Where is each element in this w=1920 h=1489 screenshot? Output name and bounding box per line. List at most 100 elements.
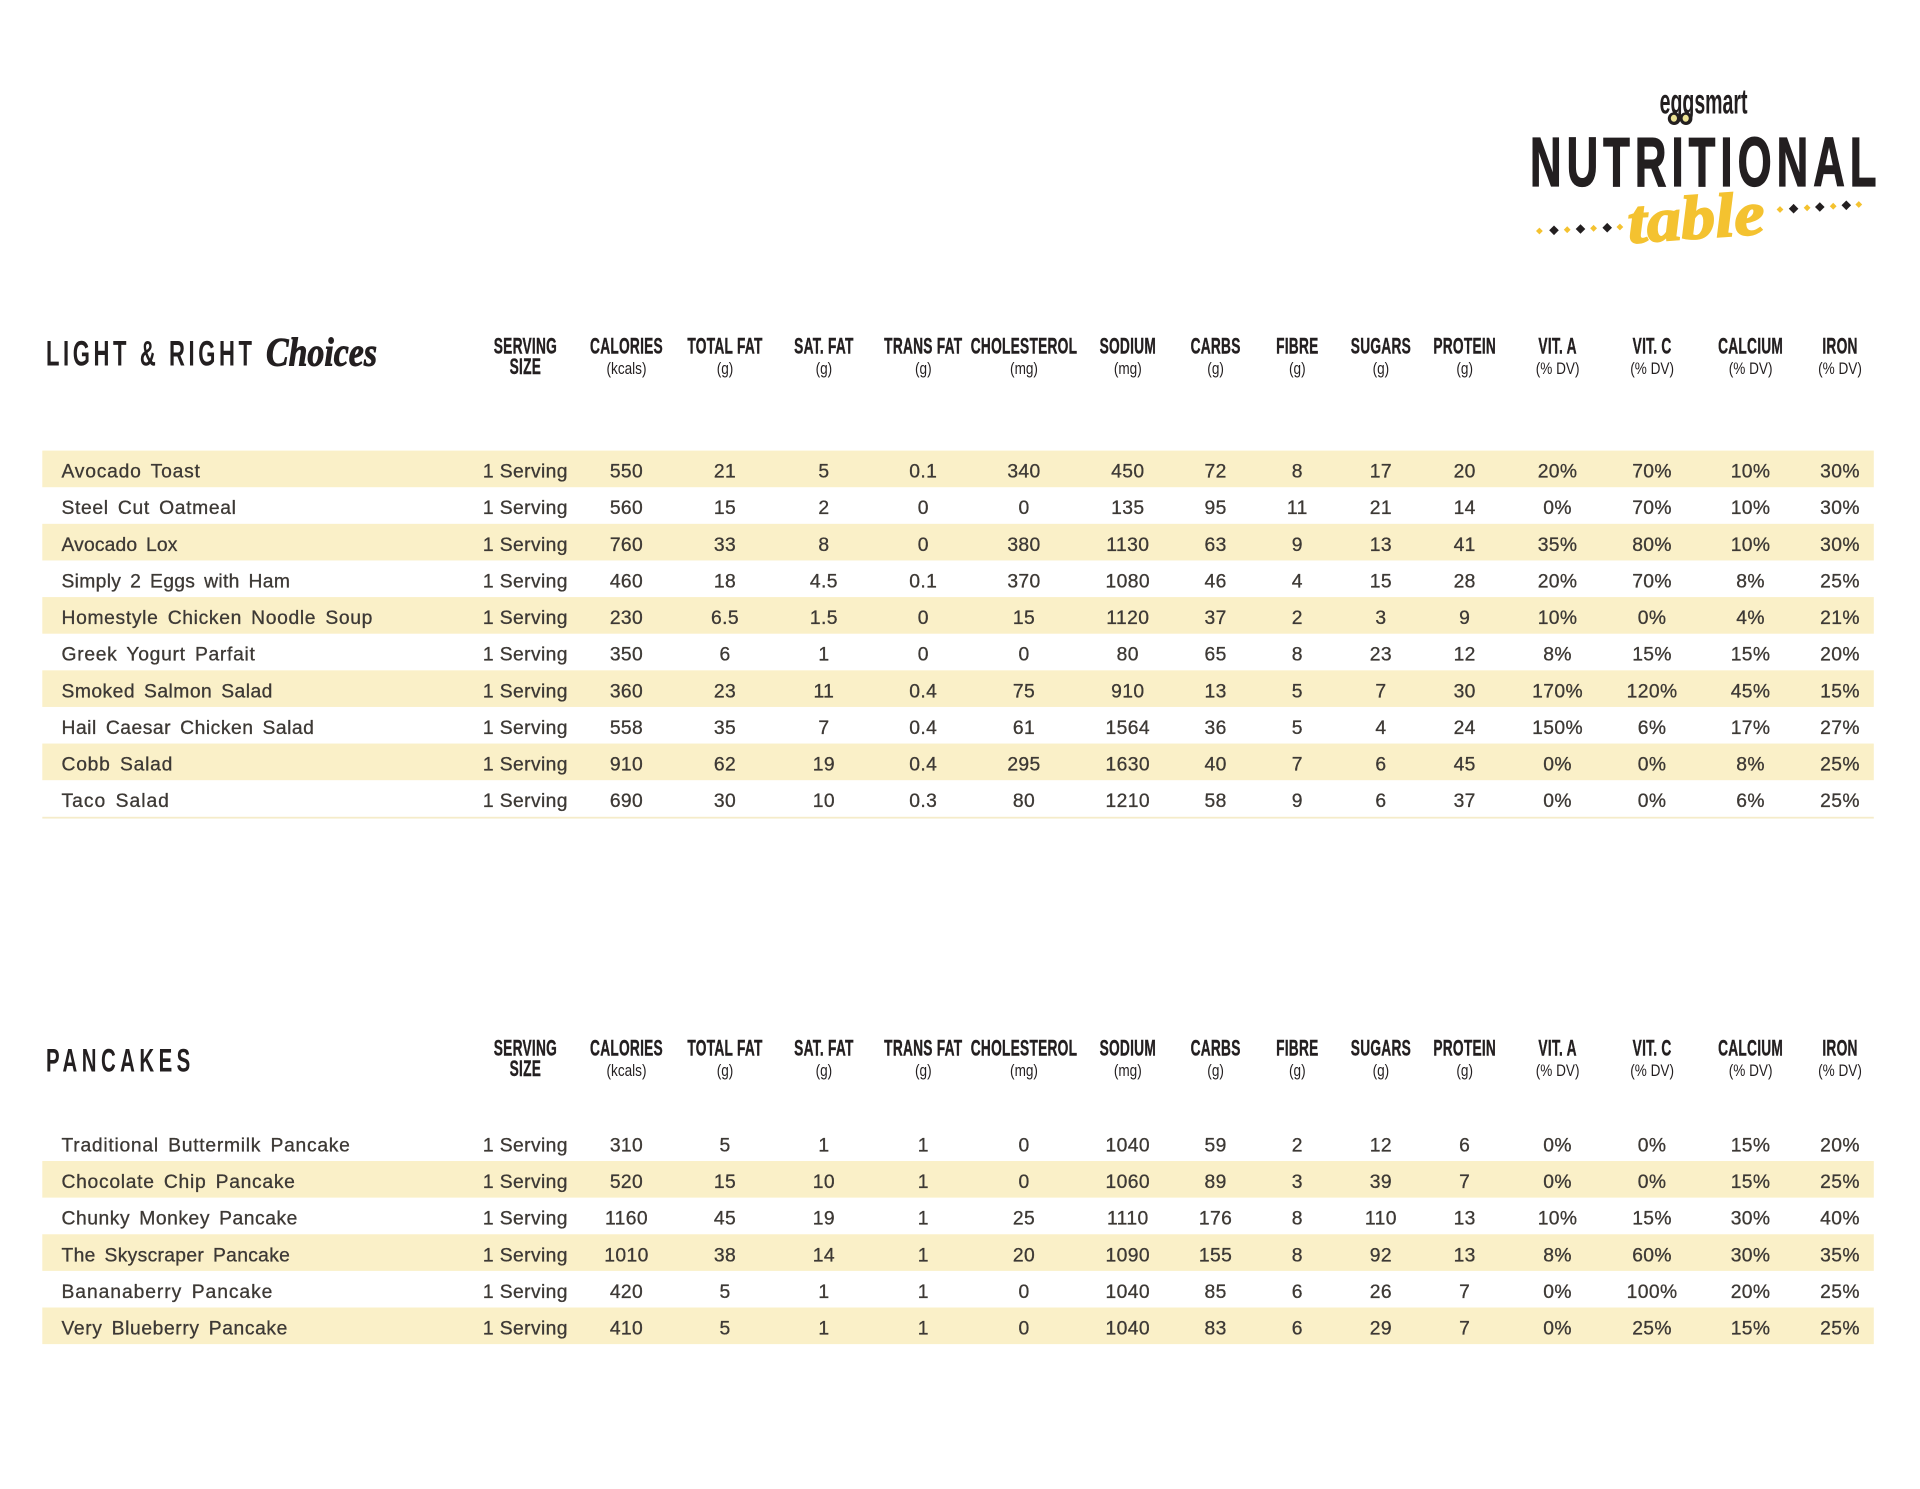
svg-text:0%: 0% xyxy=(1543,1282,1572,1303)
svg-text:0: 0 xyxy=(1018,1282,1029,1303)
svg-text:(kcals): (kcals) xyxy=(606,360,646,379)
svg-text:Avocado Toast: Avocado Toast xyxy=(62,462,201,483)
svg-text:(g): (g) xyxy=(915,360,932,379)
svg-text:8%: 8% xyxy=(1736,571,1765,592)
svg-text:15: 15 xyxy=(1370,571,1392,592)
svg-text:(mg): (mg) xyxy=(1114,1062,1142,1081)
svg-text:75: 75 xyxy=(1013,681,1035,702)
svg-text:910: 910 xyxy=(610,755,643,776)
svg-text:690: 690 xyxy=(610,791,643,812)
svg-text:VIT. A: VIT. A xyxy=(1538,334,1576,358)
svg-text:25%: 25% xyxy=(1820,1319,1860,1340)
svg-text:95: 95 xyxy=(1204,498,1226,519)
svg-text:1 Serving: 1 Serving xyxy=(483,718,568,739)
svg-text:0%: 0% xyxy=(1543,791,1572,812)
svg-text:Cobb Salad: Cobb Salad xyxy=(62,755,174,776)
svg-text:(mg): (mg) xyxy=(1010,360,1038,379)
svg-text:92: 92 xyxy=(1370,1245,1392,1266)
svg-text:23: 23 xyxy=(714,681,736,702)
svg-text:(% DV): (% DV) xyxy=(1818,360,1862,379)
svg-text:0: 0 xyxy=(1018,1319,1029,1340)
svg-text:7: 7 xyxy=(1292,755,1303,776)
svg-text:19: 19 xyxy=(813,1209,835,1230)
svg-text:0: 0 xyxy=(1018,1135,1029,1156)
svg-text:1210: 1210 xyxy=(1106,791,1151,812)
svg-text:23: 23 xyxy=(1370,645,1392,666)
svg-text:(% DV): (% DV) xyxy=(1729,360,1773,379)
svg-text:1 Serving: 1 Serving xyxy=(483,462,568,483)
svg-text:1040: 1040 xyxy=(1106,1319,1151,1340)
svg-text:6: 6 xyxy=(1292,1319,1303,1340)
svg-text:26: 26 xyxy=(1370,1282,1392,1303)
svg-text:Simply 2 Eggs with Ham: Simply 2 Eggs with Ham xyxy=(62,571,291,592)
svg-text:30%: 30% xyxy=(1820,462,1860,483)
svg-text:13: 13 xyxy=(1204,681,1226,702)
svg-text:58: 58 xyxy=(1204,791,1226,812)
svg-text:(g): (g) xyxy=(717,360,734,379)
svg-text:SODIUM: SODIUM xyxy=(1100,334,1156,358)
svg-text:Avocado Lox: Avocado Lox xyxy=(62,535,179,556)
svg-text:(g): (g) xyxy=(717,1062,734,1081)
svg-text:36: 36 xyxy=(1204,718,1226,739)
svg-text:8: 8 xyxy=(1292,645,1303,666)
svg-text:8: 8 xyxy=(1292,462,1303,483)
svg-text:0%: 0% xyxy=(1638,1135,1667,1156)
svg-text:10%: 10% xyxy=(1538,1209,1578,1230)
svg-text:(g): (g) xyxy=(1373,360,1390,379)
svg-text:1: 1 xyxy=(918,1172,929,1193)
svg-text:4%: 4% xyxy=(1736,608,1765,629)
svg-text:1564: 1564 xyxy=(1106,718,1151,739)
svg-text:37: 37 xyxy=(1204,608,1226,629)
svg-text:0%: 0% xyxy=(1543,498,1572,519)
svg-text:6: 6 xyxy=(1459,1135,1470,1156)
svg-text:Hail Caesar Chicken Salad: Hail Caesar Chicken Salad xyxy=(62,718,315,739)
svg-text:5: 5 xyxy=(1292,681,1303,702)
svg-text:(g): (g) xyxy=(1373,1062,1390,1081)
svg-text:63: 63 xyxy=(1204,535,1226,556)
svg-text:85: 85 xyxy=(1204,1282,1226,1303)
svg-text:14: 14 xyxy=(813,1245,835,1266)
svg-text:15%: 15% xyxy=(1731,1172,1771,1193)
svg-text:(g): (g) xyxy=(1289,1062,1306,1081)
svg-text:420: 420 xyxy=(610,1282,643,1303)
svg-text:1: 1 xyxy=(818,1282,829,1303)
svg-text:27%: 27% xyxy=(1820,718,1860,739)
svg-text:33: 33 xyxy=(714,535,736,556)
svg-text:230: 230 xyxy=(610,608,643,629)
svg-text:5: 5 xyxy=(1292,718,1303,739)
svg-text:25: 25 xyxy=(1013,1209,1035,1230)
svg-text:(% DV): (% DV) xyxy=(1630,1062,1674,1081)
svg-text:FIBRE: FIBRE xyxy=(1276,334,1318,358)
svg-text:1 Serving: 1 Serving xyxy=(483,791,568,812)
svg-text:(g): (g) xyxy=(816,1062,833,1081)
svg-text:18: 18 xyxy=(714,571,736,592)
svg-text:9: 9 xyxy=(1459,608,1470,629)
svg-text:350: 350 xyxy=(610,645,643,666)
svg-text:310: 310 xyxy=(610,1135,643,1156)
svg-text:1120: 1120 xyxy=(1106,608,1149,629)
svg-text:360: 360 xyxy=(610,681,643,702)
svg-text:25%: 25% xyxy=(1820,1282,1860,1303)
svg-text:170%: 170% xyxy=(1532,681,1583,702)
svg-text:70%: 70% xyxy=(1632,498,1672,519)
svg-text:2: 2 xyxy=(818,498,829,519)
svg-text:83: 83 xyxy=(1204,1319,1226,1340)
svg-text:1 Serving: 1 Serving xyxy=(483,755,568,776)
svg-text:The Skyscraper Pancake: The Skyscraper Pancake xyxy=(62,1245,291,1266)
svg-text:2: 2 xyxy=(1292,1135,1303,1156)
svg-text:IRON: IRON xyxy=(1822,1036,1857,1060)
svg-text:450: 450 xyxy=(1111,462,1144,483)
svg-text:560: 560 xyxy=(610,498,643,519)
svg-text:29: 29 xyxy=(1370,1319,1392,1340)
svg-text:CHOLESTEROL: CHOLESTEROL xyxy=(971,334,1077,358)
svg-text:PROTEIN: PROTEIN xyxy=(1433,1036,1496,1060)
svg-text:Bananaberry Pancake: Bananaberry Pancake xyxy=(62,1282,274,1303)
svg-text:21: 21 xyxy=(1370,498,1392,519)
svg-text:80%: 80% xyxy=(1632,535,1672,556)
svg-text:10: 10 xyxy=(813,1172,835,1193)
svg-text:20%: 20% xyxy=(1731,1282,1771,1303)
svg-text:30: 30 xyxy=(714,791,736,812)
svg-text:150%: 150% xyxy=(1532,718,1583,739)
svg-text:110: 110 xyxy=(1365,1209,1397,1230)
svg-text:30%: 30% xyxy=(1731,1209,1771,1230)
